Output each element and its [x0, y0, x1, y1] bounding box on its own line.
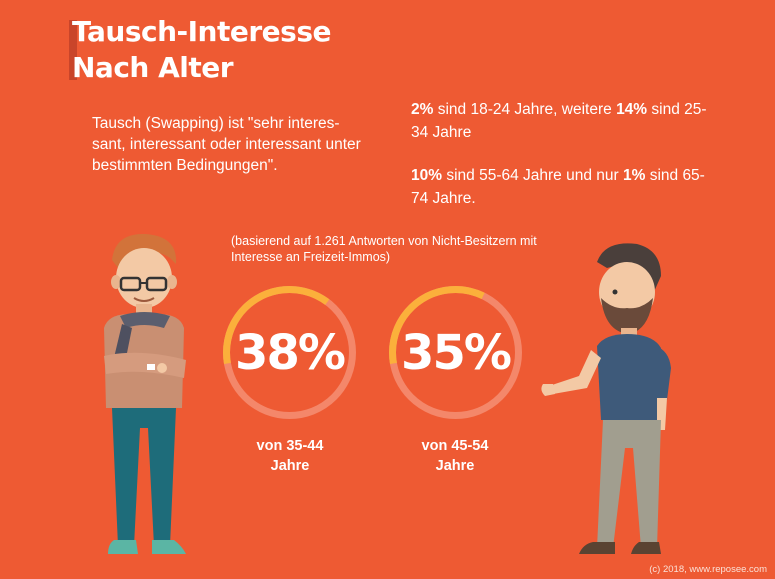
ear-shape: [167, 275, 177, 289]
stat-young: 2% sind 18-24 Jahre, weitere 14% sind 25…: [411, 98, 711, 144]
jeans-shape: [112, 408, 176, 546]
ring-value: 38%: [235, 324, 346, 381]
bearded-man-illustration: [541, 243, 671, 554]
title-accent-bar: [69, 20, 77, 80]
shirt-shape: [597, 334, 663, 420]
stat-old: 10% sind 55-64 Jahre und nur 1% sind 65-…: [411, 164, 711, 210]
hair-shape: [597, 243, 661, 294]
mouth-shape: [133, 297, 155, 302]
source-note: (basierend auf 1.261 Antworten von Nicht…: [231, 234, 537, 264]
ring-label-35-44: von 35-44 Jahre: [240, 436, 340, 476]
glasses-icon: [119, 276, 168, 292]
ear-shape: [111, 275, 121, 289]
stat-text: sind 25-34 Jahre: [411, 101, 707, 141]
stat-value: 2%: [411, 101, 434, 118]
ring-label-45-54: von 45-54 Jahre: [405, 436, 505, 476]
intro-text: Tausch (Swapping) ist "sehr interes-sant…: [92, 115, 361, 174]
stat-text: sind 55-64 Jahre und nur: [442, 167, 623, 184]
stat-text: sind 65-74 Jahre.: [411, 167, 705, 207]
pointing-arm-shape: [549, 350, 601, 394]
percent-ring-35-44: 38%: [222, 285, 357, 420]
stat-value: 14%: [616, 101, 648, 118]
crossed-arms-shape: [104, 352, 186, 378]
ring-label-line: von 35-44: [256, 438, 324, 454]
scarf-shape: [120, 312, 170, 328]
stat-value: 10%: [411, 167, 443, 184]
shoe-shape: [631, 542, 661, 554]
stat-value: 1%: [622, 167, 646, 184]
hand-shape: [157, 363, 167, 373]
title-line-2: Nach Alter: [72, 51, 234, 84]
ring-graphic: [389, 286, 522, 419]
sleeve-shape: [655, 346, 671, 400]
ring-label-line: Jahre: [270, 458, 310, 474]
hand-shape: [541, 384, 555, 396]
stat-text: sind 18-24 Jahre, weitere: [433, 101, 617, 118]
shoe-shape: [579, 542, 615, 554]
copyright-credit: (c) 2018, www.reposee.com: [649, 564, 767, 575]
watch-icon: [147, 364, 155, 370]
hair-shape: [112, 233, 177, 268]
eye-shape: [612, 289, 618, 295]
page-title: Tausch-Interesse Nach Alter: [72, 14, 331, 86]
ring-label-line: Jahre: [435, 458, 475, 474]
ring-label-line: von 45-54: [421, 438, 489, 454]
shoe-shape: [108, 540, 138, 554]
ring-graphic: [223, 286, 356, 419]
shoe-shape: [152, 540, 186, 554]
beard-shape: [601, 298, 653, 334]
percent-ring-45-54: 35%: [388, 285, 523, 420]
head-shape: [116, 248, 172, 308]
trousers-shape: [597, 420, 661, 548]
young-man-illustration: [104, 233, 186, 554]
ring-value: 35%: [401, 324, 512, 381]
title-line-1: Tausch-Interesse: [72, 15, 331, 48]
